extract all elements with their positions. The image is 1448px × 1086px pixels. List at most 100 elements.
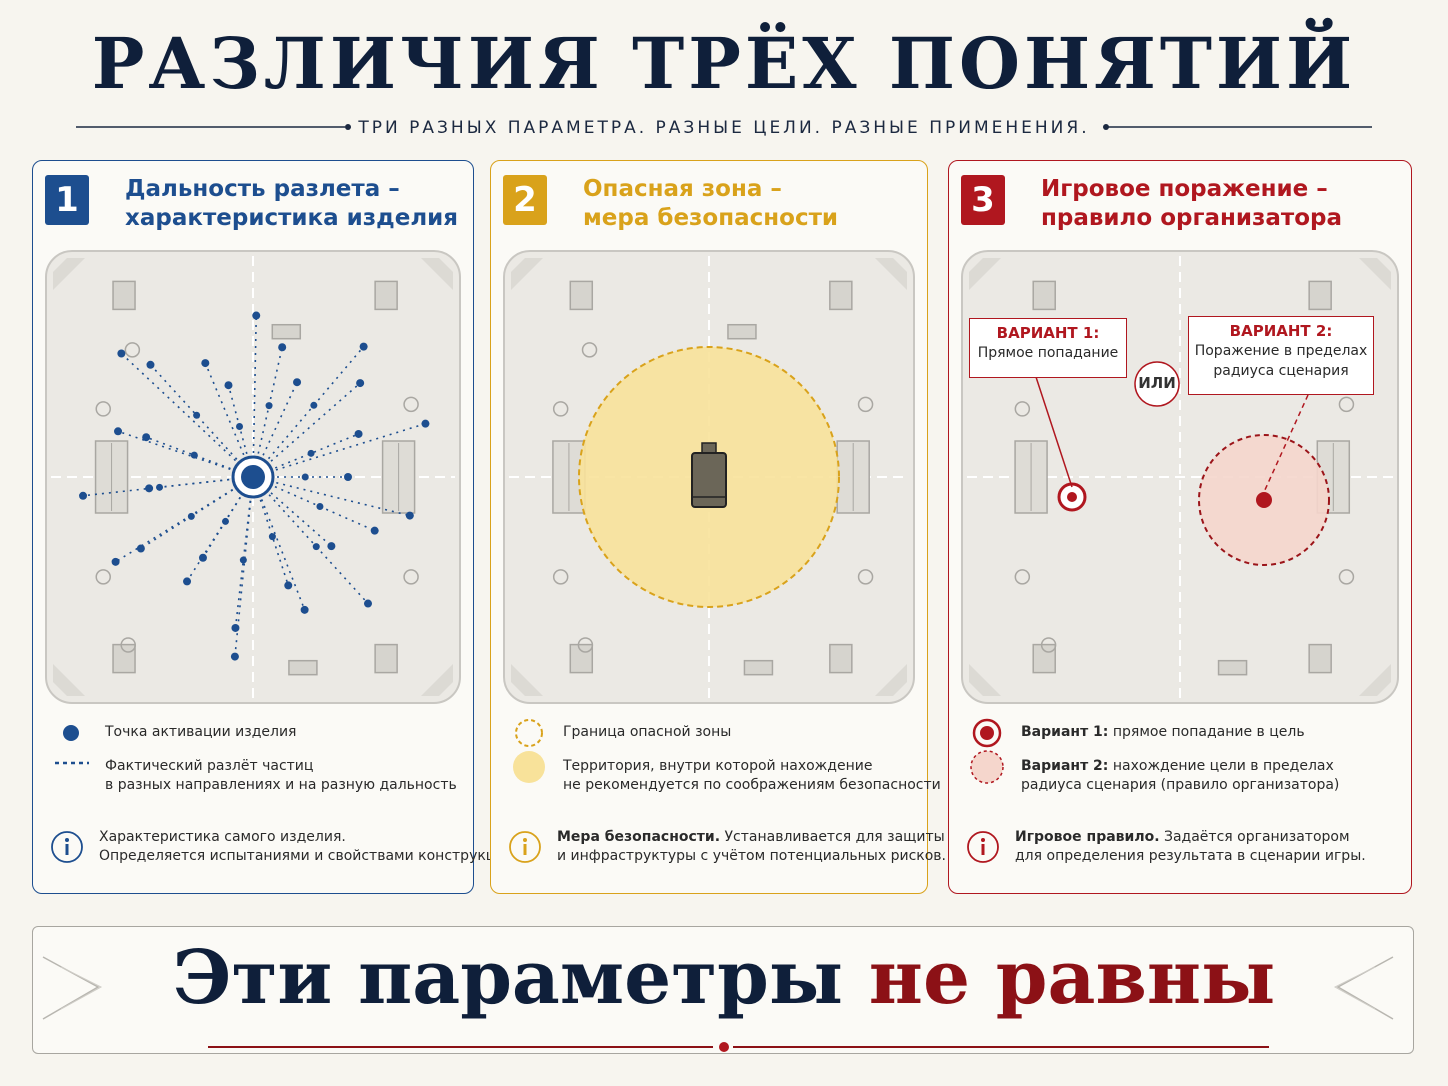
corner [875,258,907,290]
info-text: Игровое правило. Задаётся организатором д… [1015,828,1366,866]
device [691,452,727,508]
scatter-ray [120,352,237,462]
scatter-ray [204,362,245,456]
subtitle: ТРИ РАЗНЫХ ПАРАМЕТРА. РАЗНЫЕ ЦЕЛИ. РАЗНЫ… [358,118,1090,138]
crate [112,280,136,311]
scatter-ray [149,364,238,460]
post [1338,569,1355,585]
bench [1217,659,1248,676]
post [1040,637,1057,653]
crate [374,643,398,674]
particle [224,381,233,390]
particle [307,449,315,457]
particle [79,491,88,500]
info-text: Мера безопасности. Устанавливается для з… [557,828,997,866]
bench [743,659,774,676]
corner [969,664,1001,696]
particle [312,543,320,551]
crate [1308,643,1332,674]
text-line: Граница опасной зоны [563,724,732,740]
info-bar [523,844,527,855]
footer-main: Эти параметры [172,935,844,1021]
legend-text: Точка активации изделия [105,723,296,742]
text-line: Точка активации изделия [105,724,297,740]
title-line: Дальность разлета – [125,176,400,202]
corner [969,258,1001,290]
map [503,250,915,704]
callout-head: ВАРИАНТ 1: [996,324,1100,342]
info-icon [967,831,999,863]
panel-title: Дальность разлета – характеристика издели… [125,175,458,233]
scatter-ray [234,500,252,629]
title-line: Игровое поражение – [1041,176,1328,202]
scatter-ray [274,433,359,469]
info-icon [51,831,83,863]
info-dot [523,838,527,842]
legend-icon [55,761,89,765]
scatter-ray [234,500,252,657]
bold-lead: Вариант 2: [1021,758,1109,774]
particle [252,311,261,320]
particle [316,503,324,511]
bold-lead: Игровое правило. [1015,829,1160,845]
info-dot [65,838,69,842]
particle [142,433,151,442]
or-circle [1134,361,1180,407]
particle [111,557,120,566]
info-ring [509,831,541,863]
callout: ВАРИАНТ 1: Прямое попадание [969,318,1127,378]
crate [569,643,594,674]
scenario-target [1256,492,1272,508]
particle [344,473,352,481]
particle [301,473,309,481]
corner [875,664,907,696]
crate [374,280,398,311]
badge: 3 [961,175,1005,225]
info-ring [967,831,999,863]
particle [136,544,145,553]
particle [187,512,195,520]
scatter-ray [259,499,290,586]
corner [511,664,543,696]
icon-zone [513,751,545,783]
particle [354,429,363,438]
text-line: для определения результата в сценарии иг… [1015,848,1366,864]
post [95,569,111,585]
info-bar [981,844,985,855]
legend-icon [513,751,545,783]
crate [112,643,136,674]
post [552,401,569,417]
corner [421,258,453,290]
info-icon [509,831,541,863]
particle [300,605,309,614]
particle [370,526,379,535]
legend-text: Вариант 1: прямое попадание в цель [1021,723,1305,742]
text-line: радиуса сценария (правило организатора) [1021,777,1340,793]
title-line: мера безопасности [583,205,839,231]
crate [829,280,853,311]
post [857,569,874,585]
icon-target-core [980,726,994,740]
text-line: Территория, внутри которой нахождение [563,758,873,774]
particle [231,623,240,632]
post [124,342,141,358]
legend-icon [970,750,1004,784]
corner [53,258,85,290]
callout-line-text: Прямое попадание [977,345,1119,361]
particle [284,581,293,590]
text-line: Определяется испытаниями и свойствами ко… [99,848,518,864]
particle [193,411,201,419]
or-label: ИЛИ [1138,374,1176,392]
scatter-ray [260,499,306,611]
particle [183,577,192,586]
panel-title: Опасная зона – мера безопасности [583,175,838,233]
subtitle-rule [76,124,1372,130]
map [45,250,461,704]
text-line: Задаётся организатором [1163,829,1350,845]
post [95,401,111,417]
particle [363,599,372,608]
particle [265,402,273,410]
bench [288,659,318,676]
particle [117,349,126,358]
